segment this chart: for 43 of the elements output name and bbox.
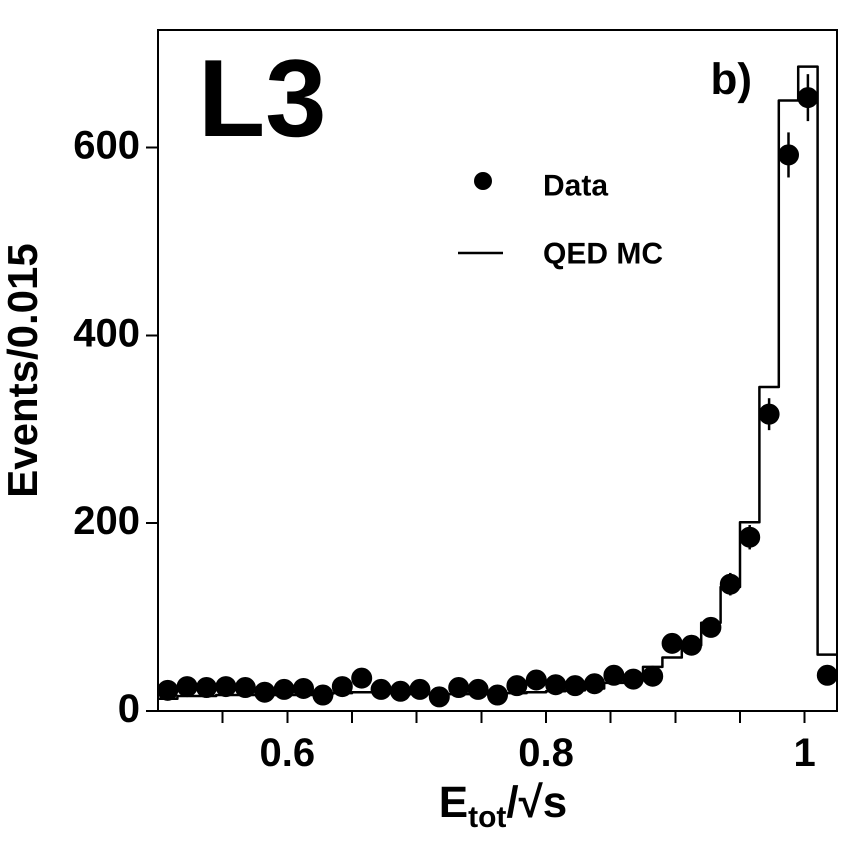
point	[468, 678, 489, 700]
legend-label: Data	[543, 169, 608, 202]
annotation: b)	[710, 55, 752, 104]
y-tick-label: 0	[118, 687, 140, 732]
point	[545, 674, 566, 696]
legend-label: QED MC	[543, 237, 663, 270]
point	[254, 682, 276, 703]
point	[274, 678, 295, 700]
annotation: L3	[198, 37, 326, 160]
y-axis-title: Events/0.015	[0, 243, 46, 498]
point	[351, 668, 372, 689]
point	[816, 664, 837, 686]
x-tick-label: 1	[794, 731, 816, 776]
point	[332, 676, 353, 698]
point	[234, 677, 256, 698]
point	[215, 676, 236, 698]
point	[662, 632, 683, 654]
point	[700, 616, 722, 638]
point	[506, 675, 528, 696]
point	[564, 675, 586, 696]
point	[428, 686, 450, 708]
y-tick-label: 200	[73, 499, 140, 544]
point	[390, 680, 411, 702]
point	[176, 676, 198, 698]
y-tick-label: 600	[73, 123, 140, 168]
point	[196, 677, 217, 698]
point	[293, 678, 314, 699]
point	[158, 680, 178, 701]
point	[487, 684, 508, 706]
point	[526, 670, 547, 691]
point	[312, 684, 334, 706]
point	[448, 677, 470, 698]
x-axis-title: E$_{tot}$/√s	[438, 778, 568, 835]
x-tick-label: 0.6	[260, 731, 316, 776]
point	[642, 666, 664, 687]
point	[409, 678, 430, 700]
point	[622, 668, 644, 690]
x-tick-label: 0.8	[518, 731, 574, 776]
y-tick-label: 400	[73, 311, 140, 356]
point	[584, 673, 605, 694]
point	[681, 634, 702, 656]
point	[370, 678, 392, 700]
point	[603, 664, 624, 686]
